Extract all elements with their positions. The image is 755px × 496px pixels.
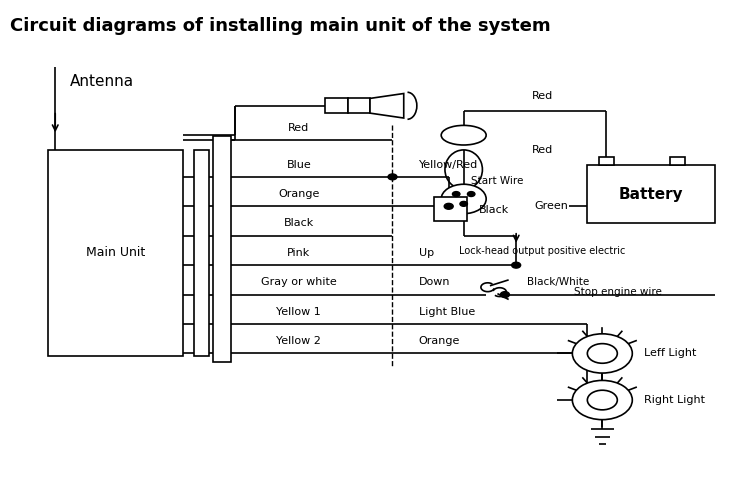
FancyBboxPatch shape bbox=[325, 98, 347, 113]
Circle shape bbox=[587, 344, 618, 363]
Text: Leff Light: Leff Light bbox=[643, 349, 696, 359]
Text: Black: Black bbox=[284, 218, 314, 228]
Text: Gray or white: Gray or white bbox=[261, 277, 337, 287]
Circle shape bbox=[388, 174, 397, 180]
Text: Right Light: Right Light bbox=[643, 395, 704, 405]
Text: Battery: Battery bbox=[619, 186, 683, 201]
Circle shape bbox=[512, 262, 521, 268]
Text: Pink: Pink bbox=[287, 248, 310, 258]
Text: Antenna: Antenna bbox=[70, 74, 134, 89]
Text: Light Blue: Light Blue bbox=[419, 307, 475, 316]
Text: Green: Green bbox=[535, 201, 569, 211]
Text: Red: Red bbox=[532, 91, 553, 101]
Text: -: - bbox=[675, 156, 680, 169]
Circle shape bbox=[452, 191, 460, 196]
FancyBboxPatch shape bbox=[213, 136, 231, 362]
Text: Stop engine wire: Stop engine wire bbox=[575, 287, 662, 297]
Text: Circuit diagrams of installing main unit of the system: Circuit diagrams of installing main unit… bbox=[11, 17, 551, 36]
Circle shape bbox=[441, 184, 486, 214]
Text: Yellow 1: Yellow 1 bbox=[276, 307, 321, 316]
FancyBboxPatch shape bbox=[587, 165, 715, 224]
Circle shape bbox=[587, 390, 618, 410]
Text: Black: Black bbox=[479, 205, 509, 215]
Circle shape bbox=[572, 380, 632, 420]
Text: Red: Red bbox=[532, 145, 553, 155]
Circle shape bbox=[501, 292, 510, 298]
Text: Main Unit: Main Unit bbox=[85, 247, 145, 259]
Text: Blue: Blue bbox=[286, 160, 311, 170]
Text: Up: Up bbox=[419, 248, 434, 258]
Text: Orange: Orange bbox=[419, 336, 460, 346]
FancyBboxPatch shape bbox=[433, 196, 467, 221]
Text: Lock-head output positive electric: Lock-head output positive electric bbox=[459, 246, 626, 255]
FancyBboxPatch shape bbox=[347, 98, 370, 113]
FancyBboxPatch shape bbox=[194, 150, 209, 356]
Text: Red: Red bbox=[288, 123, 310, 133]
Polygon shape bbox=[370, 94, 404, 118]
Circle shape bbox=[460, 201, 467, 206]
Text: Orange: Orange bbox=[278, 189, 319, 199]
FancyBboxPatch shape bbox=[599, 157, 614, 165]
FancyBboxPatch shape bbox=[48, 150, 183, 356]
Circle shape bbox=[467, 191, 475, 196]
Text: Yellow 2: Yellow 2 bbox=[276, 336, 321, 346]
Text: +: + bbox=[601, 156, 612, 169]
Circle shape bbox=[572, 334, 632, 373]
Text: Black/White: Black/White bbox=[528, 277, 590, 287]
Text: Start Wire: Start Wire bbox=[471, 176, 523, 186]
FancyBboxPatch shape bbox=[670, 157, 685, 165]
Text: Yellow/Red: Yellow/Red bbox=[419, 160, 478, 170]
Text: Down: Down bbox=[419, 277, 450, 287]
Circle shape bbox=[444, 203, 453, 209]
